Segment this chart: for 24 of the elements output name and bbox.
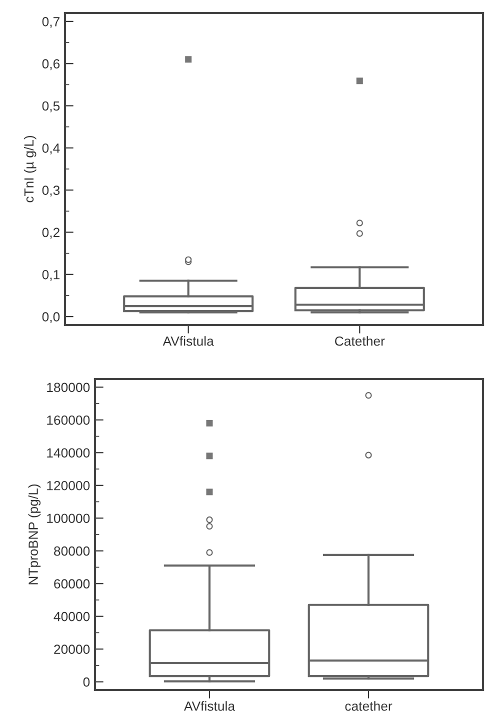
x-tick-label: AVfistula <box>184 701 236 711</box>
y-tick-label: 80000 <box>54 546 90 556</box>
y-tick-label: 160000 <box>47 415 90 425</box>
y-tick-label: 0,7 <box>42 17 60 28</box>
y-tick-label: 0,5 <box>42 101 60 112</box>
y-tick-label: 100000 <box>47 514 90 524</box>
y-tick-label: 0,0 <box>42 312 60 324</box>
y-axis-title: cTnI (µ g/L) <box>24 136 36 202</box>
x-tick-label: Catether <box>335 336 385 346</box>
y-tick-label: 20000 <box>54 644 90 654</box>
y-axis-title: NTproBNP (pg/L) <box>28 484 41 584</box>
y-tick-label: 0,1 <box>42 270 60 281</box>
y-tick-label: 0,4 <box>42 143 60 154</box>
y-tick-label: 40000 <box>54 612 90 622</box>
y-tick-label: 0 <box>83 677 90 687</box>
x-tick-label: catether <box>345 701 392 711</box>
y-tick-label: 0,3 <box>42 186 60 197</box>
y-tick-label: 60000 <box>54 579 90 589</box>
x-tick-label: AVfistula <box>162 336 214 346</box>
y-tick-label: 120000 <box>47 480 90 490</box>
y-tick-label: 140000 <box>47 448 90 458</box>
y-tick-label: 0,2 <box>42 228 60 239</box>
y-tick-label: 180000 <box>47 382 90 392</box>
y-tick-label: 0,6 <box>42 59 60 70</box>
